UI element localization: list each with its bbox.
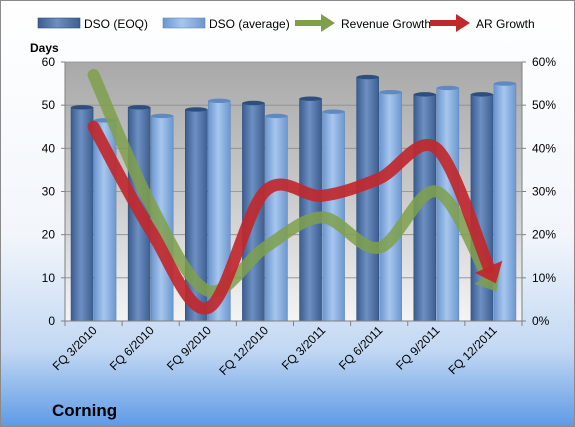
bars: [70, 74, 517, 322]
y2-tick-label: 60%: [532, 55, 556, 69]
bar-cap: [356, 74, 379, 80]
y-tick-label: 30: [42, 185, 56, 199]
growth-lines: [87, 68, 503, 315]
y-tick-label: 0: [48, 314, 55, 328]
legend: DSO (EOQ) DSO (average) Revenue Growth AR G…: [37, 14, 535, 32]
y2-tick-label: 40%: [532, 141, 556, 155]
legend-swatch: [162, 17, 206, 29]
growth-arrowhead: [474, 260, 503, 284]
legend-label: DSO (average): [209, 17, 290, 31]
bar-cap: [470, 92, 493, 97]
legend-label: Revenue Growth: [341, 17, 431, 31]
y2-tick-label: 50%: [532, 98, 556, 112]
growth-line: [87, 120, 495, 315]
bar-cap: [265, 113, 288, 119]
y-tick-label: 20: [42, 228, 56, 242]
bar-cap: [493, 81, 516, 86]
y2-tick-label: 0%: [532, 314, 550, 328]
bar: [265, 115, 288, 322]
bar-cap: [208, 98, 231, 104]
bar-cap: [185, 107, 208, 112]
bar: [379, 91, 402, 322]
legend-swatch: [37, 17, 81, 29]
legend-swatch-arrowhead: [456, 14, 470, 32]
bar-cap: [322, 109, 345, 114]
y2-tick-label: 10%: [532, 271, 556, 285]
bar-cap: [151, 113, 174, 119]
bar-cap: [128, 105, 151, 110]
legend-label: DSO (EOQ): [84, 17, 148, 31]
bar-cap: [436, 85, 459, 91]
y-tick-label: 40: [42, 141, 56, 155]
legend-label: AR Growth: [476, 17, 535, 31]
bar-cap: [413, 92, 436, 97]
bar: [299, 98, 322, 322]
y2-tick-label: 20%: [532, 228, 556, 242]
bar-cap: [379, 90, 402, 95]
y-tick-label: 10: [42, 271, 56, 285]
y-axis-title: Days: [30, 41, 59, 55]
bar-cap: [242, 100, 265, 106]
bar-cap: [299, 96, 322, 101]
company-name: Corning: [52, 401, 117, 420]
bar: [70, 107, 94, 322]
legend-swatch-arrowhead: [321, 14, 335, 32]
y-tick-label: 50: [42, 98, 56, 112]
growth-line: [87, 68, 494, 298]
y2-tick-label: 30%: [532, 185, 556, 199]
bar-cap: [71, 105, 94, 110]
bar: [356, 76, 379, 322]
y-tick-label: 60: [42, 55, 56, 69]
